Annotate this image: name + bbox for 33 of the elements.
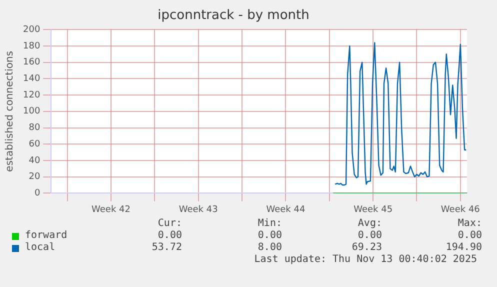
text: 0.00: [356, 230, 382, 242]
x-tick-label: Week 42: [91, 204, 130, 215]
text: 53.72: [150, 242, 182, 254]
text: Cur:: [156, 218, 182, 230]
text: 194.90: [444, 242, 482, 254]
text: 8.00: [256, 242, 282, 254]
x-tick-label: Week 46: [440, 204, 480, 215]
text: 0.00: [456, 230, 482, 242]
x-tick-label: Week 44: [266, 204, 306, 215]
y-tick-label: 20: [28, 172, 40, 182]
legend-label: local: [25, 242, 56, 254]
text: 69.23: [350, 242, 382, 254]
y-tick-label: 0: [34, 188, 40, 199]
y-tick-label: 200: [22, 24, 40, 35]
text: 0.00: [156, 230, 182, 242]
y-tick-label: 180: [22, 41, 40, 52]
text: Last update: Thu Nov 13 00:40:02 2025: [253, 254, 478, 266]
y-tick-label: 80: [28, 123, 40, 134]
y-tick-label: 40: [28, 156, 40, 166]
x-tick-label: Week 43: [178, 204, 218, 215]
text: Avg:: [356, 218, 382, 230]
x-tick-label: Week 45: [354, 204, 393, 215]
text: Max:: [456, 218, 482, 230]
text: 0.00: [256, 230, 282, 242]
y-tick-label: 160: [22, 58, 40, 68]
text: Min:: [256, 218, 282, 230]
y-tick-label: 140: [22, 74, 40, 84]
y-axis-title: established connections: [4, 50, 16, 172]
legend-label: forward: [25, 230, 68, 242]
y-tick-label: 120: [22, 90, 40, 100]
y-tick-label: 60: [28, 139, 40, 150]
y-tick-label: 100: [22, 106, 40, 117]
chart-title: ipconntrack - by month: [158, 8, 310, 24]
